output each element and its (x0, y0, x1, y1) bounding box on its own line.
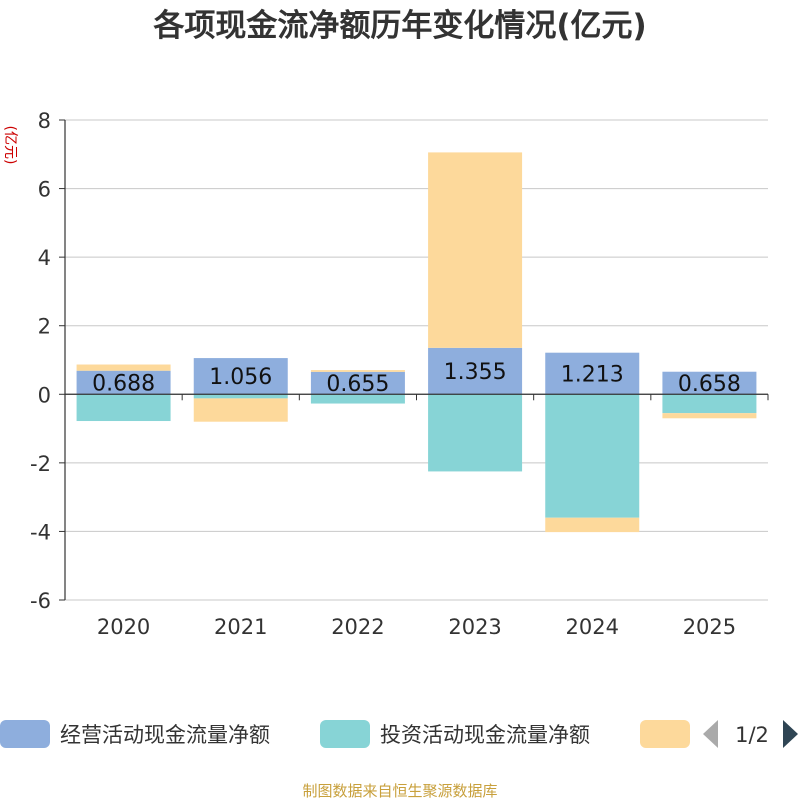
bar-series1-2020 (76, 370, 171, 395)
y-tick-label: 6 (38, 178, 51, 202)
bar-series3-2020 (76, 364, 171, 371)
bar-series2-2022 (310, 394, 405, 404)
y-axis-label: (亿元) (2, 126, 18, 165)
data-label: 0.655 (326, 372, 389, 397)
bar-series1-2022 (310, 371, 405, 395)
x-tick-label: 2023 (448, 615, 501, 639)
bar-series2-2021 (193, 394, 288, 399)
bar-series1-2025 (662, 371, 757, 395)
x-tick-label: 2021 (214, 615, 267, 639)
axes (64, 120, 769, 600)
bar-series1-2023 (428, 347, 523, 395)
bar-series3-2024 (545, 517, 640, 533)
data-label: 0.658 (678, 372, 741, 397)
y-tick-label: -4 (30, 520, 51, 544)
data-label: 1.056 (209, 365, 272, 390)
x-tick-label: 2024 (566, 615, 619, 639)
x-tick-label: 2022 (331, 615, 384, 639)
legend-swatch-1[interactable] (0, 720, 50, 748)
grid-lines (59, 119, 768, 601)
y-tick-label: 2 (38, 315, 51, 339)
bar-series3-2025 (662, 413, 757, 419)
bar-series2-2024 (545, 394, 640, 518)
legend-swatch-2[interactable] (320, 720, 370, 748)
x-tick-label: 2025 (683, 615, 736, 639)
bar-series1-2024 (545, 352, 640, 395)
bar-series2-2020 (76, 394, 171, 422)
bar-series3-2022 (310, 370, 405, 372)
legend-prev-icon[interactable] (703, 720, 718, 748)
y-tick-label: 8 (38, 109, 51, 133)
legend: 经营活动现金流量净额 投资活动现金流量净额 1/2 (0, 720, 798, 748)
y-tick-label: 4 (38, 246, 51, 270)
legend-label-1[interactable]: 经营活动现金流量净额 (60, 723, 270, 747)
legend-label-2[interactable]: 投资活动现金流量净额 (380, 723, 590, 747)
bars (76, 152, 757, 533)
y-tick-label: -2 (30, 452, 51, 476)
y-tick-label: 0 (38, 383, 51, 407)
chart-title: 各项现金流净额历年变化情况(亿元) (152, 8, 646, 44)
bar-series2-2025 (662, 394, 757, 414)
y-tick-label: -6 (30, 589, 51, 613)
x-tick-label: 2020 (97, 615, 150, 639)
data-label: 0.688 (92, 371, 155, 396)
bar-series2-2023 (428, 394, 523, 472)
legend-next-icon[interactable] (783, 720, 798, 748)
bar-series1-2021 (193, 358, 288, 395)
data-label: 1.213 (561, 362, 624, 387)
legend-page-indicator: 1/2 (735, 723, 769, 747)
tick-labels: 8 6 4 2 0 -2 -4 -6 2020 2021 2022 2023 2024 2025 (30, 109, 736, 639)
data-source-note: 制图数据来自恒生聚源数据库 (302, 782, 497, 800)
legend-swatch-3[interactable] (640, 720, 690, 748)
data-labels: 0.688 1.056 0.655 1.355 1.213 0.658 (92, 360, 741, 397)
bar-series3-2023 (428, 152, 523, 348)
bar-series3-2021 (193, 398, 288, 422)
data-label: 1.355 (444, 360, 507, 385)
